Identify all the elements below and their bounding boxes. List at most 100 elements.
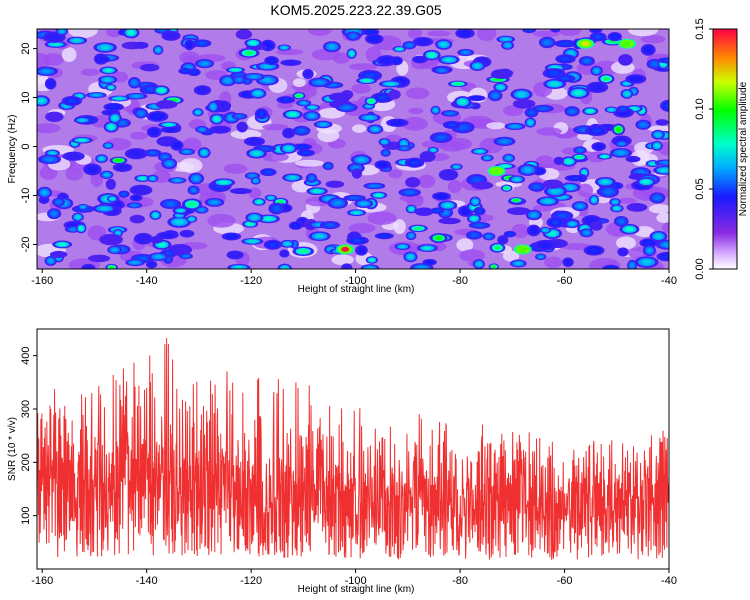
heatmap-cell — [601, 155, 608, 158]
heatmap-cell — [632, 205, 642, 210]
heatmap-cell — [528, 120, 533, 125]
colorbar-gradient — [712, 28, 738, 270]
colorbar-tick-label: 0.00 — [694, 258, 706, 279]
heatmap-cell — [557, 213, 567, 218]
heatmap-cell — [530, 228, 537, 233]
heatmap-cell — [99, 156, 105, 161]
heatmap-cell — [654, 234, 663, 239]
heatmap-cell — [298, 249, 308, 254]
heatmap-cell — [470, 233, 478, 237]
heatmap-cell — [41, 198, 47, 202]
heatmap-cell — [595, 144, 602, 149]
heatmap-cell — [348, 63, 378, 71]
heatmap-cell — [365, 73, 375, 78]
heatmap-cell — [236, 189, 246, 193]
heatmap-cell — [370, 184, 379, 188]
chart-title: KOM5.2025.223.22.39.G05 — [270, 2, 441, 18]
heatmap-cell — [477, 209, 482, 213]
x-tick-label: -40 — [661, 275, 677, 287]
heatmap-cell — [513, 177, 521, 182]
heatmap-cell — [106, 29, 123, 38]
heatmap-cell — [407, 254, 414, 260]
heatmap-cell — [350, 34, 357, 38]
heatmap-cell — [532, 30, 560, 38]
snr-series-line — [37, 337, 669, 560]
heatmap-cell — [314, 80, 325, 85]
heatmap-cell — [292, 223, 299, 228]
heatmap-cell — [475, 223, 484, 227]
heatmap-cell — [68, 29, 98, 39]
heatmap-cell — [236, 78, 242, 82]
heatmap-cell — [624, 82, 630, 85]
heatmap-cell — [282, 251, 287, 256]
heatmap-cell — [69, 154, 79, 159]
heatmap-cell — [250, 139, 259, 144]
heatmap-cell — [382, 58, 391, 63]
heatmap-cell — [663, 254, 669, 259]
heatmap-cell — [655, 132, 661, 137]
heatmap-cell — [583, 230, 590, 235]
heatmap-cell — [350, 196, 360, 200]
heatmap-cell — [258, 111, 265, 117]
heatmap-cell — [647, 125, 669, 132]
heatmap-cell — [335, 95, 345, 99]
heatmap-cell — [448, 123, 456, 127]
heatmap-cell — [477, 183, 487, 188]
heatmap-cell — [443, 203, 452, 208]
heatmap-cell — [236, 114, 243, 118]
x-tick-label: -40 — [661, 575, 677, 587]
heatmap-cell — [627, 29, 659, 37]
heatmap-cell — [497, 85, 504, 90]
heatmap-cell — [262, 64, 273, 69]
heatmap-cell — [227, 234, 236, 239]
heatmap-cell — [536, 127, 562, 136]
heatmap-cell — [248, 187, 262, 199]
heatmap-cell — [514, 261, 522, 266]
heatmap-cell — [354, 171, 359, 176]
heatmap-cell — [138, 111, 144, 116]
heatmap-cell — [446, 112, 454, 115]
heatmap-cell — [317, 128, 340, 143]
heatmap-cell — [565, 260, 571, 265]
heatmap-cell — [69, 228, 77, 231]
heatmap-cell — [249, 174, 256, 178]
heatmap-cell — [380, 234, 389, 238]
heatmap-cell — [106, 237, 116, 242]
heatmap-cell — [149, 151, 157, 155]
heatmap-cell — [101, 58, 107, 61]
heatmap-cell — [648, 204, 669, 214]
heatmap-cell — [94, 256, 104, 260]
heatmap-cell — [366, 266, 374, 269]
heatmap-cell — [439, 141, 465, 152]
heatmap-cell — [139, 236, 148, 242]
heatmap-cell — [368, 99, 374, 103]
colorbar-tick-label: 0.10 — [694, 98, 706, 119]
heatmap-cell — [182, 137, 202, 152]
heatmap-cell — [166, 128, 175, 132]
heatmap-cell — [565, 185, 575, 190]
heatmap-cell — [273, 206, 280, 211]
heatmap-cell — [183, 254, 189, 258]
heatmap-cell — [665, 103, 669, 109]
heatmap-cell — [131, 80, 137, 85]
heatmap-cell — [430, 148, 436, 152]
heatmap-cell — [44, 157, 55, 162]
heatmap-cell — [164, 123, 173, 126]
heatmap-cell — [410, 160, 419, 165]
heatmap-cell — [519, 101, 529, 106]
heatmap-cell — [305, 71, 311, 77]
heatmap-cell — [369, 258, 375, 262]
heatmap-cell — [438, 68, 446, 72]
heatmap-cell — [528, 110, 535, 115]
heatmap-cell — [583, 59, 591, 63]
heatmap-cell — [353, 238, 363, 243]
heatmap-cell — [641, 259, 652, 265]
heatmap-cell — [234, 265, 244, 269]
heatmap-cell — [649, 162, 656, 166]
snr-x-ticks: -160 -140 -120 -100 -80 -60 -40 — [31, 569, 677, 587]
heatmap-cell — [131, 151, 141, 156]
heatmap-cell — [614, 206, 620, 210]
heatmap-cell — [379, 162, 387, 167]
heatmap-cell — [37, 123, 61, 134]
heatmap-cells — [37, 29, 669, 269]
